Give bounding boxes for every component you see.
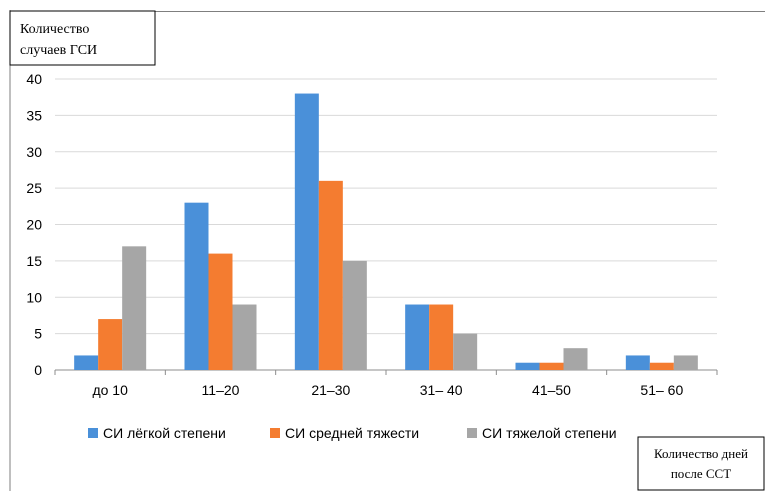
bar xyxy=(429,304,454,370)
x-axis-title-line-1: Количество дней xyxy=(654,446,748,461)
y-axis-ticks: 0 5 10 15 20 25 30 35 40 xyxy=(26,71,42,378)
y-tick-label: 20 xyxy=(26,217,42,233)
x-tick-label: 41–50 xyxy=(532,382,571,398)
legend-label: СИ тяжелой степени xyxy=(482,425,617,441)
y-tick-label: 30 xyxy=(26,144,42,160)
bar xyxy=(649,362,674,370)
bar xyxy=(184,202,209,370)
bar xyxy=(318,180,343,370)
legend-label: СИ средней тяжести xyxy=(285,425,419,441)
bar xyxy=(208,253,233,370)
x-tick-label: 51– 60 xyxy=(640,382,683,398)
y-tick-label: 25 xyxy=(26,180,42,196)
x-tick-label: 31– 40 xyxy=(420,382,463,398)
grid-lines xyxy=(55,78,717,371)
bar xyxy=(294,93,319,371)
bar xyxy=(405,304,430,370)
bar xyxy=(563,348,588,370)
y-axis-title-box xyxy=(9,10,156,66)
bar xyxy=(74,355,99,370)
bar xyxy=(232,304,257,370)
x-tick-label: до 10 xyxy=(92,382,128,398)
legend-swatch xyxy=(88,428,98,438)
bars xyxy=(74,93,698,371)
x-axis-ticks: до 10 11–20 21–30 31– 40 41–50 51– 60 xyxy=(54,370,718,398)
bar xyxy=(98,319,123,370)
bar xyxy=(122,246,147,370)
bar xyxy=(515,362,540,370)
y-axis-title-line-1: Количество xyxy=(20,22,89,37)
bar xyxy=(342,260,367,370)
legend: СИ лёгкой степени СИ средней тяжести СИ тя… xyxy=(88,425,617,441)
bar xyxy=(673,355,698,370)
bar xyxy=(539,362,564,370)
y-tick-label: 40 xyxy=(26,71,42,87)
legend-swatch xyxy=(270,428,280,438)
y-axis-title-line-2: случаев ГСИ xyxy=(20,43,97,58)
y-tick-label: 35 xyxy=(26,107,42,123)
x-tick-label: 21–30 xyxy=(311,382,350,398)
x-axis-title-line-2: после ССТ xyxy=(671,466,731,481)
legend-label: СИ лёгкой степени xyxy=(103,425,226,441)
x-axis-title-box xyxy=(637,436,765,491)
y-tick-label: 5 xyxy=(34,326,42,342)
y-tick-label: 10 xyxy=(26,289,42,305)
x-tick-label: 11–20 xyxy=(202,382,240,398)
bar xyxy=(453,333,478,370)
legend-swatch xyxy=(467,428,477,438)
bar xyxy=(625,355,650,370)
y-tick-label: 15 xyxy=(26,253,42,269)
y-tick-label: 0 xyxy=(34,362,42,378)
